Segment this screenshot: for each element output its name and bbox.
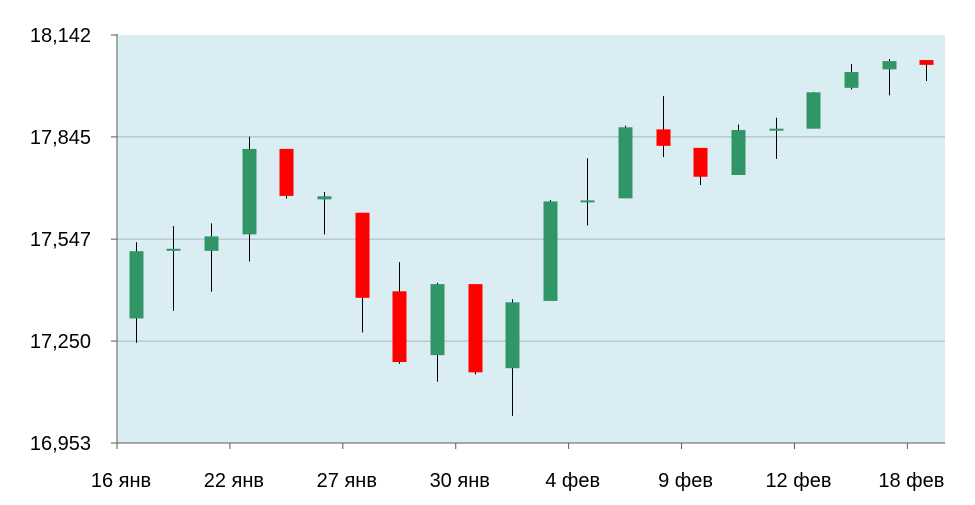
x-tick-label: 12 фев <box>765 470 831 492</box>
candle-body-up <box>166 248 181 251</box>
candle-body-up <box>731 130 746 176</box>
axes <box>111 34 945 449</box>
candle-body-up <box>769 128 784 131</box>
x-tick-label: 16 янв <box>91 470 151 492</box>
candle-body-up <box>430 284 445 356</box>
candle <box>355 212 370 333</box>
candle <box>242 136 257 262</box>
gridlines <box>117 136 945 342</box>
x-tick-label: 30 янв <box>430 470 490 492</box>
candle <box>317 191 332 235</box>
y-tick-label: 16,953 <box>30 433 91 455</box>
x-tick-label: 22 янв <box>204 470 264 492</box>
y-tick-label: 17,250 <box>30 331 91 353</box>
candle-body-up <box>543 201 558 301</box>
candle <box>844 63 859 90</box>
candle <box>919 60 934 81</box>
candle <box>693 147 708 185</box>
candle <box>392 262 407 364</box>
candle-body-up <box>806 92 821 129</box>
candle <box>656 96 671 158</box>
candle-body-up <box>505 302 520 369</box>
y-tick-label: 17,547 <box>30 229 91 251</box>
candle-body-down <box>392 291 407 363</box>
candle-body-down <box>919 60 934 65</box>
candle-body-up <box>618 127 633 199</box>
candle <box>769 117 784 159</box>
candle <box>806 91 821 129</box>
candle <box>543 200 558 301</box>
candle <box>505 299 520 416</box>
candle-body-down <box>656 129 671 146</box>
candles <box>129 59 934 416</box>
candle <box>731 124 746 176</box>
candle <box>166 226 181 311</box>
candle <box>129 242 144 343</box>
y-tick-label: 18,142 <box>30 25 91 47</box>
candle-body-up <box>882 61 897 70</box>
candle-body-up <box>580 200 595 203</box>
candle-body-down <box>693 147 708 177</box>
candle-body-up <box>129 251 144 319</box>
candle <box>618 125 633 199</box>
candle <box>580 158 595 226</box>
candle <box>279 148 294 199</box>
candle-body-up <box>204 236 219 251</box>
candle-body-up <box>317 196 332 200</box>
y-tick-label: 17,845 <box>30 127 91 149</box>
x-tick-label: 9 фев <box>658 470 713 492</box>
x-tick-label: 27 янв <box>317 470 377 492</box>
candle-body-up <box>844 72 859 88</box>
candle <box>204 223 219 292</box>
x-tick-label: 18 фев <box>878 470 944 492</box>
candle <box>430 282 445 382</box>
candle <box>882 59 897 96</box>
candle-body-down <box>279 148 294 196</box>
candle <box>468 284 483 375</box>
candle-body-down <box>468 284 483 373</box>
candle-body-down <box>355 212 370 298</box>
x-tick-label: 4 фев <box>545 470 600 492</box>
candle-body-up <box>242 148 257 235</box>
